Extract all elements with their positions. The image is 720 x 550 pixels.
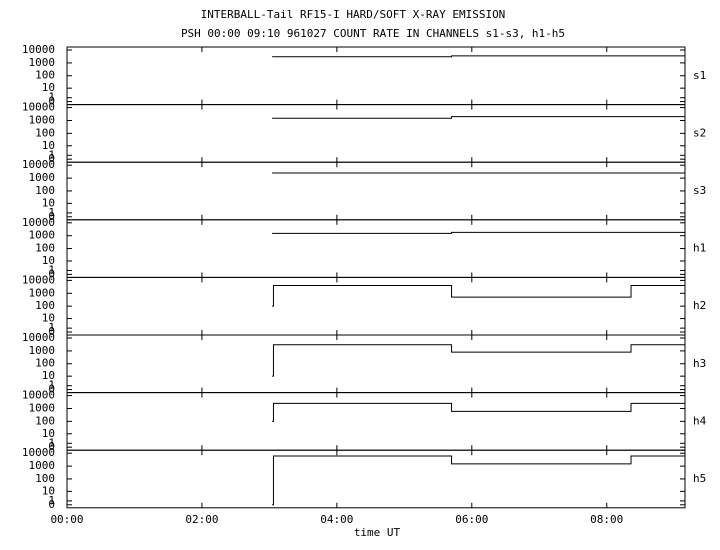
y-tick-label: 0: [48, 383, 55, 396]
series-label: h4: [693, 414, 707, 427]
y-tick-label: 1000: [29, 171, 56, 184]
y-tick-label: 10000: [22, 158, 55, 171]
series-label: s3: [693, 184, 706, 197]
chart-subtitle: PSH 00:00 09:10 961027 COUNT RATE IN CHA…: [181, 27, 565, 40]
y-tick-label: 100: [35, 69, 55, 82]
x-tick-label: 08:00: [590, 513, 623, 526]
y-tick-label: 0: [48, 267, 55, 280]
panel-frame: [66, 276, 686, 336]
y-tick-label: 0: [48, 95, 55, 108]
y-tick-label: 1000: [29, 344, 56, 357]
y-tick-label: 10: [42, 427, 55, 440]
y-tick-label: 1: [48, 321, 55, 334]
y-tick-label: 10: [42, 254, 55, 267]
y-tick-label: 1000: [29, 401, 56, 414]
x-tick-label: 06:00: [455, 513, 488, 526]
step-line: [272, 455, 685, 506]
step-line: [272, 231, 685, 234]
y-tick-label: 10000: [22, 101, 55, 114]
series-label: h2: [693, 299, 706, 312]
step-line: [272, 55, 685, 58]
series-label: h1: [693, 242, 706, 255]
y-tick-label: 0: [48, 325, 55, 338]
y-tick-label: 10: [42, 196, 55, 209]
y-tick-label: 10: [42, 139, 55, 152]
series-label: s1: [693, 69, 706, 82]
y-tick-label: 100: [35, 184, 55, 197]
step-line: [272, 344, 685, 377]
step-line: [272, 116, 685, 119]
y-tick-label: 100: [35, 472, 55, 485]
y-tick-label: 1000: [29, 459, 56, 472]
panel-frame: [66, 219, 686, 278]
y-tick-label: 0: [48, 440, 55, 453]
y-tick-label: 100: [35, 299, 55, 312]
panel-frame: [66, 449, 686, 509]
y-tick-label: 1: [48, 436, 55, 449]
y-tick-label: 10000: [22, 43, 55, 56]
y-tick-label: 1: [48, 206, 55, 219]
series-label: h3: [693, 357, 706, 370]
y-tick-label: 1000: [29, 229, 56, 242]
y-tick-label: 100: [35, 414, 55, 427]
y-tick-label: 100: [35, 357, 55, 370]
panel-frame: [66, 104, 686, 163]
y-tick-label: 1000: [29, 56, 56, 69]
step-line: [272, 402, 685, 422]
y-tick-label: 0: [48, 498, 55, 511]
y-tick-label: 10000: [22, 331, 55, 344]
y-tick-label: 1: [48, 494, 55, 507]
y-tick-label: 1: [48, 148, 55, 161]
y-tick-label: 1000: [29, 113, 56, 126]
x-tick-label: 00:00: [50, 513, 83, 526]
y-tick-label: 1: [48, 379, 55, 392]
y-tick-label: 10: [42, 81, 55, 94]
y-tick-label: 100: [35, 242, 55, 255]
y-tick-label: 10: [42, 484, 55, 497]
y-tick-label: 100: [35, 126, 55, 139]
y-tick-label: 10: [42, 369, 55, 382]
y-tick-label: 10000: [22, 446, 55, 459]
panel-frame: [66, 392, 686, 451]
y-tick-label: 10000: [22, 273, 55, 286]
series-label: h5: [693, 472, 706, 485]
step-line: [272, 285, 685, 307]
y-tick-label: 10000: [22, 389, 55, 402]
y-tick-label: 0: [48, 152, 55, 165]
y-tick-label: 10: [42, 312, 55, 325]
x-tick-label: 02:00: [185, 513, 218, 526]
series-label: s2: [693, 126, 706, 139]
y-tick-label: 1000: [29, 286, 56, 299]
x-axis-label: time UT: [354, 526, 401, 539]
panel-frame: [66, 161, 686, 221]
y-tick-label: 1: [48, 91, 55, 104]
x-tick-label: 04:00: [320, 513, 353, 526]
panel-frame: [66, 334, 686, 394]
y-tick-label: 0: [48, 210, 55, 223]
chart-title: INTERBALL-Tail RF15-I HARD/SOFT X-RAY EM…: [201, 8, 506, 21]
y-tick-label: 1: [48, 264, 55, 277]
y-tick-label: 10000: [22, 216, 55, 229]
